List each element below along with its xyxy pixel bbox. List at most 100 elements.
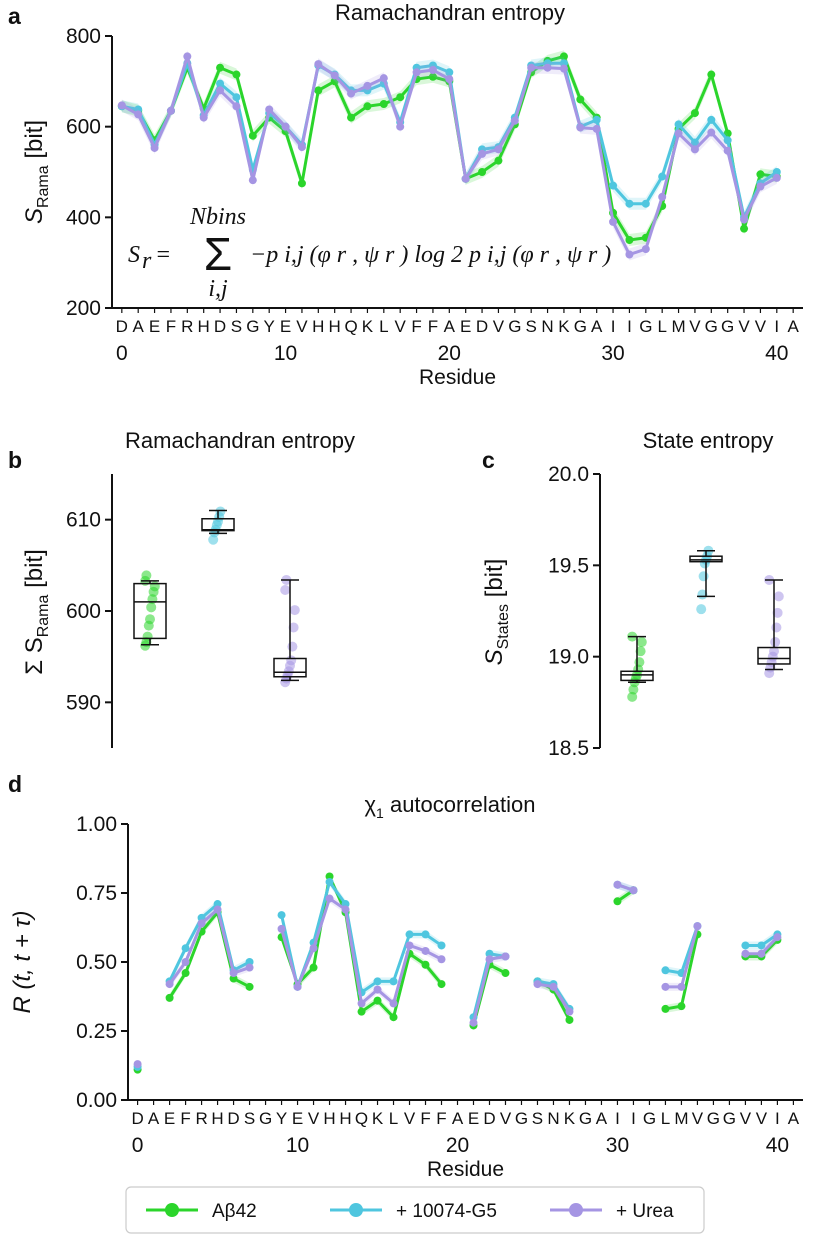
legend-marker-2 (569, 1203, 583, 1217)
panel-b-y-axis-title-part: Σ S (21, 637, 48, 675)
panel-a-point-2 (216, 86, 225, 95)
panel-d-sequence-letter: V (692, 1109, 704, 1128)
panel-d-point-2 (693, 922, 702, 931)
panel-a-point-2 (592, 124, 601, 133)
panel-a-point-2 (723, 146, 732, 155)
panel-d-sequence-letter: A (452, 1109, 464, 1128)
panel-a-point-2 (461, 174, 470, 183)
panel-c-y-axis-title-part: [bit] (481, 559, 508, 604)
panel-c-y-axis-title-part: States (495, 604, 512, 649)
panel-a-sequence-letter: V (755, 317, 767, 336)
panel-d-point-1 (373, 977, 382, 986)
panel-d-point-0 (565, 1015, 574, 1024)
panel-b-dot-2 (289, 605, 300, 616)
panel-d-sequence-letter: K (372, 1109, 384, 1128)
panel-d-point-1 (213, 900, 222, 909)
panel-a-letter: a (8, 3, 21, 29)
legend: Aβ42 + 10074-G5 + Urea (125, 1186, 705, 1234)
panel-a-point-2 (428, 66, 437, 74)
panel-d-point-2 (293, 982, 302, 991)
panel-d-point-0 (421, 960, 430, 969)
panel-c-letter: c (482, 447, 495, 473)
panel-d-sequence-letter: M (674, 1109, 688, 1128)
panel-d-y-axis-title: R (t, t + τ) (9, 911, 36, 1014)
panel-a-sequence-letter: I (611, 317, 616, 336)
panel-a-point-2 (445, 75, 454, 84)
panel-a-point-0 (297, 179, 306, 188)
panel-d-sequence-letter: V (500, 1109, 512, 1128)
panel-b-ytick-label: 600 (66, 600, 101, 623)
panel-a-sequence-letter: K (558, 317, 570, 336)
panel-a-point-1 (723, 136, 732, 145)
panel-d-sequence-letter: G (643, 1109, 656, 1128)
panel-a-point-2 (772, 173, 781, 182)
panel-d-sequence-letter: V (740, 1109, 752, 1128)
panel-d-sequence-letter: N (547, 1109, 559, 1128)
panel-a-y-axis-title-part: [bit] (21, 120, 48, 165)
panel-d-sequence-letter: G (723, 1109, 736, 1128)
panel-c-box-0 (620, 670, 654, 682)
panel-d-band-2 (745, 933, 778, 958)
panel-d-point-1 (421, 930, 430, 939)
panel-b: b Ramachandran entropy 590 600 610 Σ SRama [b… (8, 428, 355, 748)
panel-c-dot-2 (772, 607, 783, 618)
panel-b-dot-1 (215, 506, 226, 517)
panel-c-box-2 (757, 646, 791, 665)
panel-a-ytick-label: 800 (66, 25, 101, 48)
panel-a-point-1 (674, 120, 683, 129)
panel-a-point-2 (576, 123, 585, 132)
panel-a-sequence-letter: L (657, 317, 666, 336)
panel-d-xtick-label: 20 (446, 1134, 469, 1157)
panel-a-point-2 (478, 149, 487, 158)
panel-d-letter: d (8, 771, 22, 797)
panel-d-sequence-letter: E (164, 1109, 175, 1128)
panel-d-point-0 (373, 996, 382, 1005)
legend-marker-1 (349, 1203, 363, 1217)
panel-a-sequence-letter: D (214, 317, 226, 336)
legend-label-1: + 10074-G5 (396, 1201, 497, 1222)
panel-d-point-2 (501, 952, 510, 961)
panel-d-point-0 (661, 1004, 670, 1013)
panel-a-point-2 (641, 245, 650, 254)
panel-a-point-2 (756, 182, 765, 191)
panel-d-point-2 (677, 982, 686, 991)
equation-lhs: S (128, 242, 140, 268)
panel-d-point-2 (341, 905, 350, 914)
panel-d-point-0 (325, 872, 334, 881)
panel-a-point-0 (625, 236, 634, 244)
panel-d-sequence-letter: D (483, 1109, 495, 1128)
panel-d-sequence-letter: Q (355, 1109, 368, 1128)
legend-label-2: + Urea (616, 1201, 674, 1222)
panel-d-band-0 (537, 977, 570, 1024)
panel-d-point-2 (357, 999, 366, 1008)
panel-d-point-0 (165, 993, 174, 1002)
panel-a-point-2 (625, 250, 634, 259)
panel-a-point-2 (543, 63, 552, 72)
panel-a-point-1 (232, 93, 241, 102)
panel-d-sequence-letter: V (308, 1109, 320, 1128)
panel-a-point-2 (199, 113, 208, 122)
panel-a-point-0 (690, 109, 699, 118)
legend-marker-0 (165, 1203, 179, 1217)
panel-a-sequence-letter: Q (344, 317, 357, 336)
panel-d-point-2 (309, 944, 318, 953)
panel-a-point-1 (216, 79, 225, 88)
panel-b-dot-2 (286, 655, 297, 666)
panel-a-sequence-letter: N (541, 317, 553, 336)
panel-a-point-2 (183, 52, 192, 61)
panel-a-sequence-letter: G (574, 317, 587, 336)
panel-d-ytick-label: 0.75 (76, 882, 117, 905)
panel-d-point-2 (421, 946, 430, 955)
panel-c-dot-0 (635, 646, 646, 657)
panel-a-y-axis-title: SRama [bit] (21, 120, 52, 224)
panel-d-band-2 (665, 922, 698, 991)
panel-a-sequence-letter: E (149, 317, 160, 336)
panel-d-ytick-label: 1.00 (76, 813, 117, 836)
panel-c-dot-2 (773, 591, 784, 602)
panel-d-sequence-letter: F (436, 1109, 446, 1128)
panel-a-point-2 (527, 63, 536, 72)
panel-a-point-2 (412, 68, 421, 77)
panel-d-point-2 (565, 1007, 574, 1016)
panel-a-ytick-label: 200 (66, 297, 101, 320)
panel-b-ytick-label: 590 (66, 691, 101, 714)
